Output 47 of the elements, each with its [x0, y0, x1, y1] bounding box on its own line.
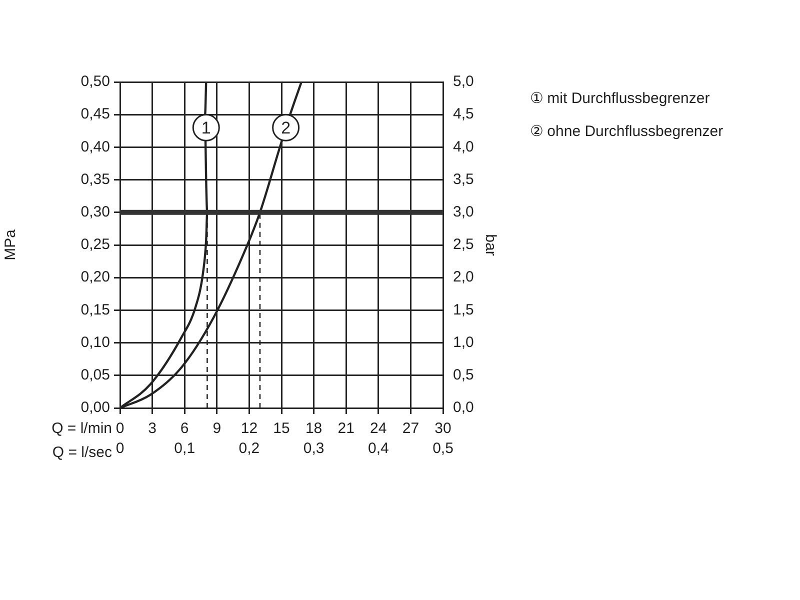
y-axis-title: MPa	[2, 228, 20, 260]
y-tick-label: 0,05	[80, 366, 110, 384]
y2-tick-label: 3,0	[453, 204, 474, 221]
y-tick-label: 0,25	[80, 236, 110, 254]
x-tick-label: 30	[434, 420, 452, 438]
y2-axis-title: bar	[482, 234, 499, 256]
y-tick-label: 0,40	[80, 138, 110, 156]
x2-tick-label: 0,2	[238, 440, 260, 458]
y2-tick-label: 5,0	[453, 73, 474, 90]
x-tick-label: 15	[273, 420, 290, 438]
x-tick-label: 18	[305, 420, 322, 438]
y2-tick-label: 2,0	[453, 268, 474, 286]
x-tick-label: 9	[212, 420, 222, 438]
y2-tick-label: 2,5	[453, 236, 474, 254]
x-tick-label: 6	[180, 420, 189, 438]
text: ① mit Durchflussbegrenzer	[530, 89, 711, 109]
x-tick-label: 21	[338, 420, 354, 438]
annotation: 1	[201, 118, 211, 138]
annotation: 2	[281, 118, 291, 138]
y2-tick-label: 4,0	[453, 138, 474, 156]
x-tick-label: 12	[240, 420, 258, 438]
y2-tick-label: 0,5	[453, 366, 474, 384]
y2-tick-label: 0,0	[453, 399, 474, 416]
y-tick-label: 0,00	[80, 399, 110, 416]
x2-axis-title: Q = l/sec	[52, 444, 112, 462]
x-tick-label: 3	[148, 420, 156, 438]
x2-tick-label: 0,4	[368, 440, 389, 458]
y-tick-label: 0,10	[80, 334, 110, 351]
y-tick-label: 0,20	[80, 268, 110, 286]
x2-tick-label: 0,5	[432, 440, 454, 458]
y2-tick-label: 1,0	[453, 334, 474, 351]
y-tick-label: 0,45	[80, 106, 110, 123]
x2-tick-label: 0	[116, 440, 124, 458]
y2-tick-label: 4,5	[453, 106, 474, 123]
y2-tick-label: 3,5	[453, 170, 474, 188]
x-tick-label: 0	[116, 420, 124, 438]
x-tick-label: 27	[402, 420, 420, 438]
y-tick-label: 0,35	[80, 170, 110, 188]
x2-tick-label: 0,3	[303, 440, 324, 458]
y-tick-label: 0,50	[80, 73, 110, 90]
x2-tick-label: 0,1	[174, 440, 196, 458]
x-axis-title: Q = l/min	[52, 420, 112, 438]
y2-tick-label: 1,5	[453, 301, 474, 318]
y-tick-label: 0,15	[80, 301, 110, 318]
y-tick-label: 0,30	[80, 204, 110, 221]
x-tick-label: 24	[370, 420, 387, 438]
text: ② ohne Durchflussbegrenzer	[530, 122, 724, 142]
